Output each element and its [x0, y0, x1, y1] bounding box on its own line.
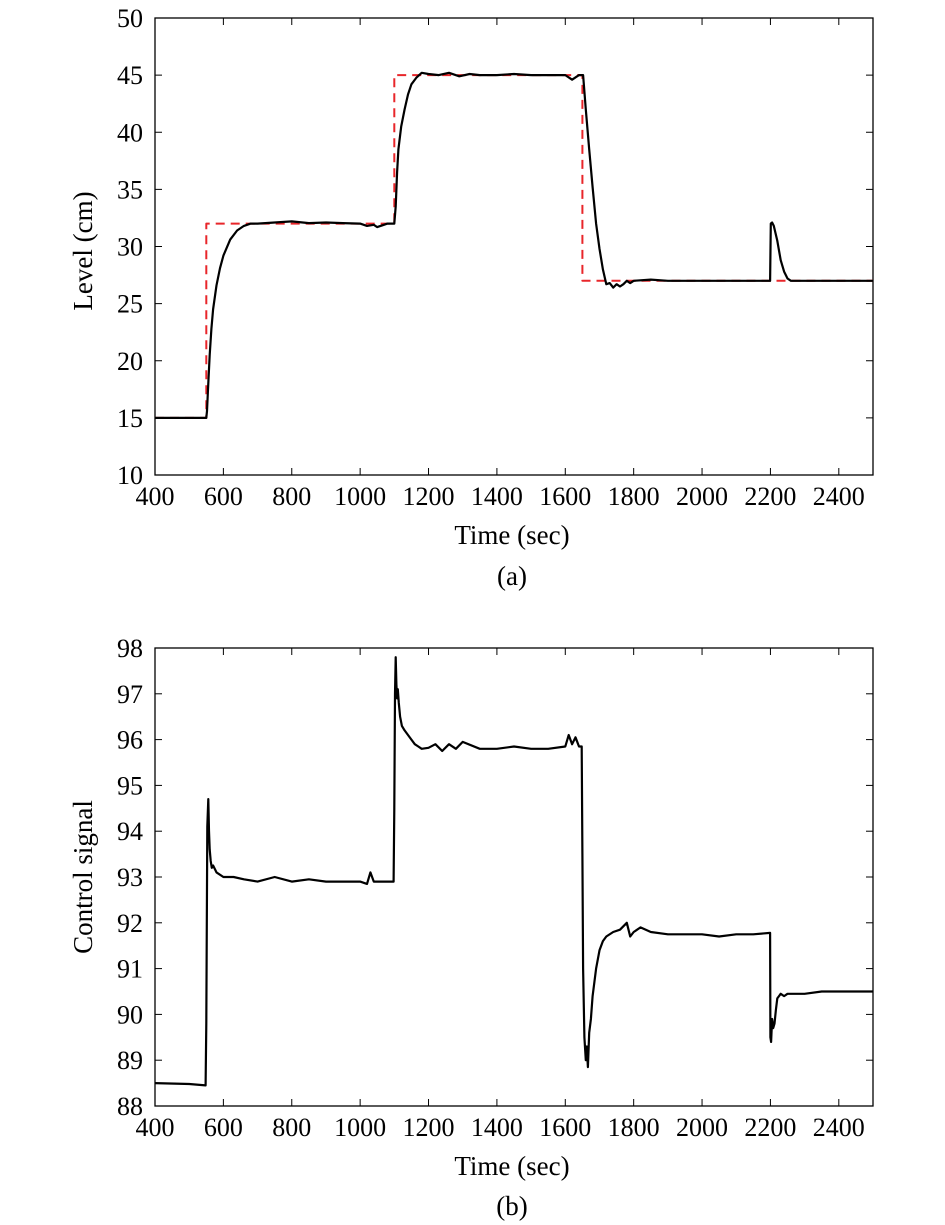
- x-tick-label-b: 2000: [676, 1113, 728, 1142]
- reference-line-a: [155, 74, 873, 419]
- x-tick-label-a: 1000: [334, 482, 386, 511]
- x-tick-label-b: 1800: [608, 1113, 660, 1142]
- y-axis-label-a: Level (cm): [68, 191, 98, 310]
- y-tick-label-b: 96: [117, 726, 143, 755]
- x-tick-label-b: 800: [272, 1113, 311, 1142]
- y-tick-label-b: 89: [117, 1046, 143, 1075]
- y-tick-label-a: 35: [117, 175, 143, 204]
- y-tick-label-a: 40: [117, 118, 143, 147]
- y-tick-label-a: 10: [117, 461, 143, 490]
- chart-b: 400 600 800 1000 1200 1400 1600 1800 2000 2200 240…: [68, 634, 874, 1221]
- ticks-b: 400 600 800 1000 1200 1400 1600 1800 2000 2200 240…: [117, 634, 873, 1142]
- x-tick-label-a: 2000: [676, 482, 728, 511]
- x-axis-label-a: Time (sec): [454, 520, 569, 550]
- chart-a: 400 600 800 1000 1200 1400 1600 1800 2000 2200 240…: [68, 4, 874, 591]
- ticks-a: 400 600 800 1000 1200 1400 1600 1800 2000 2200 240…: [117, 4, 873, 511]
- caption-a: (a): [497, 561, 527, 591]
- x-tick-label-b: 2400: [813, 1113, 865, 1142]
- y-tick-label-b: 91: [117, 955, 143, 984]
- x-tick-label-b: 1400: [471, 1113, 523, 1142]
- plot-frame-b: [154, 647, 874, 1107]
- x-tick-label-b: 1000: [334, 1113, 386, 1142]
- x-axis-label-b: Time (sec): [454, 1151, 569, 1181]
- x-tick-label-a: 1600: [539, 482, 591, 511]
- series-group-b: [154, 656, 873, 1087]
- y-tick-label-a: 25: [117, 290, 143, 319]
- y-tick-label-b: 93: [117, 863, 143, 892]
- x-tick-label-a: 2400: [813, 482, 865, 511]
- y-tick-label-a: 45: [117, 61, 143, 90]
- y-tick-label-a: 15: [117, 404, 143, 433]
- x-tick-label-a: 1800: [608, 482, 660, 511]
- x-tick-label-b: 2200: [744, 1113, 796, 1142]
- response-line-b: [154, 656, 873, 1087]
- y-tick-label-a: 30: [117, 233, 143, 262]
- series-group-a: [155, 71, 873, 419]
- y-tick-label-b: 94: [117, 817, 143, 846]
- plot-frame-a: [154, 17, 874, 476]
- y-tick-label-b: 98: [117, 634, 143, 663]
- y-tick-label-a: 20: [117, 347, 143, 376]
- x-tick-label-a: 1200: [403, 482, 455, 511]
- y-tick-label-b: 92: [117, 909, 143, 938]
- x-tick-label-a: 800: [272, 482, 311, 511]
- y-tick-label-b: 88: [117, 1092, 143, 1121]
- caption-b: (b): [496, 1191, 527, 1221]
- x-tick-label-b: 600: [204, 1113, 243, 1142]
- y-axis-label-b: Control signal: [68, 800, 98, 954]
- x-tick-label-b: 1200: [403, 1113, 455, 1142]
- x-tick-label-a: 400: [136, 482, 175, 511]
- x-tick-label-b: 400: [136, 1113, 175, 1142]
- y-tick-label-b: 95: [117, 771, 143, 800]
- y-tick-label-b: 90: [117, 1000, 143, 1029]
- y-tick-label-b: 97: [117, 680, 143, 709]
- x-tick-label-b: 1600: [539, 1113, 591, 1142]
- response-line-a: [155, 71, 873, 419]
- x-tick-label-a: 1400: [471, 482, 523, 511]
- x-tick-label-a: 2200: [744, 482, 796, 511]
- x-tick-label-a: 600: [204, 482, 243, 511]
- y-tick-label-a: 50: [117, 4, 143, 33]
